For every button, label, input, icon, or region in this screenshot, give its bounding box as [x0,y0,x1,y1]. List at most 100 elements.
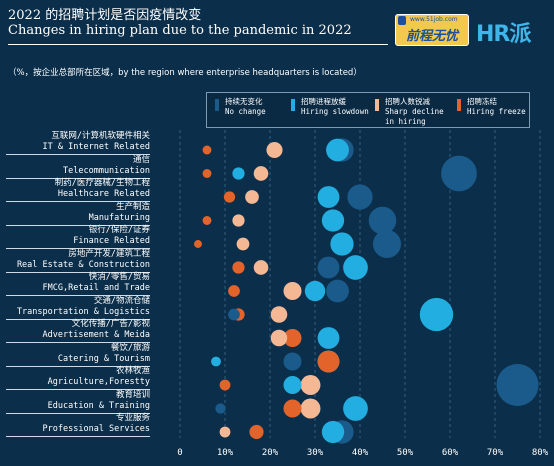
title-divider [8,44,388,45]
bubble-no_change [441,155,477,192]
bubble-no_change [215,403,226,414]
category-label-en: Education & Training [47,400,150,411]
bubble-sharp_decline [236,237,250,251]
bubble-no_change [317,256,340,279]
category-label-en: Telecommunication [63,165,150,176]
category-label-zh: 交通/物流仓储 [93,295,150,306]
chart-title-en: Changes in hiring plan due to the pandem… [8,23,352,38]
category-label-en: Real Estate & Construction [16,259,150,270]
category-label-zh: 快消/零售/贸易 [88,272,150,282]
bubble-no_change [326,279,349,303]
category-label: 银行/保险/证券 Finance Related [0,225,150,247]
bubble-no_change [228,308,240,321]
category-label-en: Advertisement & Meida [42,330,150,340]
bubble-sharp_decline [283,282,302,300]
hr-pai-logo: HR派 [476,22,531,47]
category-underline [6,436,150,437]
bubble-sharp_decline [300,398,321,419]
bubble-hiring_slowdown [343,396,368,421]
x-tick-label: 30% [307,448,324,458]
category-underline [6,318,150,320]
bubble-hiring_freeze [283,329,302,347]
category-underline [6,177,150,179]
category-underline [6,365,150,367]
chart-subtitle: （%，按企业总部所在区域，by the region where enterpr… [8,68,362,78]
category-underline [6,412,150,414]
bubble-no_change [496,364,539,406]
category-label-zh: 教育培训 [115,389,150,400]
x-tick-label: 40% [352,448,369,458]
category-label-en: Finance Related [73,236,150,246]
category-label-zh: 文化传播/广告/影视 [71,319,150,329]
legend-label-zh: 招聘进程放缓 [301,97,346,106]
category-label: 交通/物流仓储 Transportation & Logistics [0,296,150,318]
category-label: 文化传播/广告/影视 Advertisement & Meida [0,319,150,341]
category-label-zh: 餐饮/旅游 [110,342,150,353]
category-label: 生产制造 Manufaturing [0,202,150,224]
bubble-hiring_slowdown [232,167,245,180]
chart-legend: 持续无变化 No change 招聘进程放缓 Hiring slowdown 招… [206,92,530,128]
x-tick-label: 60% [442,448,459,458]
category-underline [6,389,150,390]
bubble-hiring_freeze [228,285,240,297]
category-label-zh: 农林牧渔 [115,366,150,376]
bubble-sharp_decline [253,166,269,181]
category-label: 农林牧渔 Agriculture,Forestty [0,366,150,388]
bubble-hiring_freeze [202,145,212,155]
category-label-zh: 生产制造 [115,201,150,212]
bubble-hiring_slowdown [321,420,345,444]
x-tick-label: 80% [532,448,549,458]
category-label-zh: 房地产开发/建筑工程 [68,248,150,259]
logo1-url: www.51job.com [410,16,458,23]
category-label: 互联网/计算机软硬件相关 IT & Internet Related [0,131,150,153]
category-label-en: Agriculture,Forestty [47,377,150,387]
category-label-en: Catering & Tourism [57,353,150,364]
x-tick-label: 70% [487,448,504,458]
category-label-zh: 银行/保险/证券 [88,225,150,235]
x-tick-label: 50% [397,448,414,458]
bubble-hiring_freeze [249,424,264,440]
bubble-hiring_slowdown [317,186,340,208]
bubble-hiring_freeze [194,240,202,248]
category-label-en: Transportation & Logistics [16,306,150,317]
legend-swatch-hiring-freeze [457,99,461,111]
category-label: 教育培训 Education & Training [0,390,150,412]
category-label: 快消/零售/贸易 FMCG,Retail and Trade [0,272,150,294]
bubble-hiring_freeze [232,261,245,274]
category-underline [6,154,150,155]
bubble-hiring_slowdown [317,327,340,349]
bubble-hiring_freeze [283,399,302,418]
bubble-hiring_slowdown [419,297,454,332]
category-label-en: Professional Services [42,424,150,434]
category-label: 通信 Telecommunication [0,155,150,177]
bubble-hiring_slowdown [330,232,354,256]
bubble-sharp_decline [232,214,245,227]
category-label: 制药/医疗器械/生物工程 Healthcare Related [0,178,150,200]
bubble-hiring_slowdown [304,280,326,302]
bubble-hiring_slowdown [211,356,221,367]
x-tick-label: 0 [177,448,182,458]
category-label-en: Manufaturing [88,212,150,223]
bubble-no_change [283,352,302,371]
bubble-hiring_freeze [219,379,231,391]
category-label-zh: 通信 [132,154,150,165]
category-underline [6,248,150,249]
bubble-sharp_decline [253,260,269,275]
x-tick-label: 10% [217,448,234,458]
category-label-zh: 互联网/计算机软硬件相关 [51,131,150,141]
category-label-en: FMCG,Retail and Trade [42,283,150,293]
legend-label-zh: 招聘人数锐减 [385,97,430,106]
bubble-hiring_freeze [223,191,236,203]
bubble-sharp_decline [300,375,321,395]
legend-label-en: Hiring slowdown [301,107,369,116]
legend-label-zh: 招聘冻结 [467,97,497,106]
x-tick-label: 20% [262,448,279,458]
legend-swatch-hiring-slowdown [291,99,295,111]
bubble-no_change [347,184,373,210]
logo-mark-icon [398,16,406,25]
category-underline [6,342,150,343]
bubble-hiring_freeze [202,216,212,225]
legend-swatch-no-change [215,99,219,111]
bubble-sharp_decline [270,329,288,347]
